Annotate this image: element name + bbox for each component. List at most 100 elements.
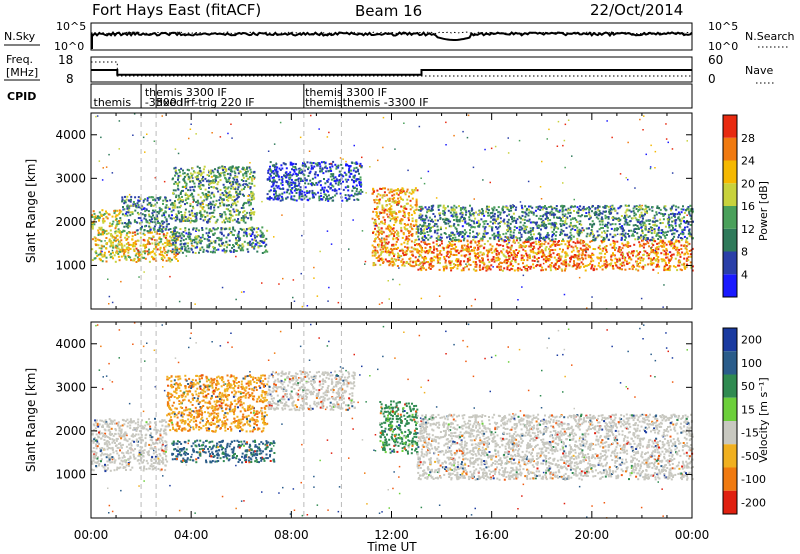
data-pixel: [208, 231, 210, 234]
data-pixel: [563, 205, 566, 208]
data-pixel: [400, 188, 403, 191]
data-pixel: [461, 225, 464, 228]
data-pixel: [210, 203, 212, 206]
data-pixel: [137, 213, 140, 216]
data-pixel: [621, 264, 623, 267]
data-pixel: [140, 227, 143, 230]
data-pixel: [468, 248, 470, 250]
data-pixel: [578, 266, 581, 269]
data-pixel: [144, 257, 147, 260]
data-pixel: [158, 222, 160, 224]
data-pixel: [185, 174, 188, 177]
data-pixel: [101, 255, 104, 258]
data-pixel: [513, 241, 516, 244]
data-pixel: [475, 232, 478, 235]
data-pixel: [382, 260, 385, 263]
data-pixel: [630, 258, 633, 261]
data-pixel: [545, 216, 548, 219]
data-pixel: [414, 239, 417, 242]
data-pixel: [108, 250, 110, 253]
data-pixel: [208, 180, 211, 183]
data-pixel: [112, 236, 115, 239]
data-pixel: [553, 232, 555, 235]
data-pixel: [461, 213, 464, 216]
data-pixel: [129, 248, 132, 250]
data-pixel: [309, 179, 312, 182]
data-pixel: [211, 251, 214, 254]
data-pixel: [110, 244, 113, 247]
data-pixel: [578, 262, 581, 265]
data-pixel: [148, 202, 151, 204]
data-pixel: [425, 216, 428, 219]
data-pixel: [278, 167, 281, 170]
data-pixel: [100, 228, 103, 231]
data-pixel: [207, 194, 210, 197]
data-pixel: [679, 255, 682, 258]
data-pixel: [637, 221, 640, 224]
data-pixel: [244, 214, 247, 217]
data-pixel: [400, 222, 403, 225]
data-pixel: [570, 224, 573, 227]
data-pixel: [418, 253, 421, 256]
data-pixel: [542, 213, 545, 216]
data-pixel: [378, 200, 381, 203]
data-pixel: [464, 220, 467, 223]
data-pixel: [536, 264, 539, 266]
data-pixel: [187, 197, 190, 200]
data-pixel: [352, 179, 355, 182]
data-pixel: [591, 225, 594, 228]
data-pixel: [164, 198, 167, 201]
data-pixel: [281, 179, 284, 182]
data-pixel: [181, 251, 184, 254]
data-pixel: [529, 267, 532, 270]
data-pixel: [680, 244, 683, 247]
data-pixel: [512, 239, 515, 242]
data-pixel: [142, 256, 145, 259]
data-pixel: [530, 244, 533, 247]
data-pixel: [602, 247, 605, 250]
data-pixel: [248, 182, 251, 185]
freq-panel: Freq. [MHz] 18 8 60 0 Nave: [4, 53, 776, 86]
data-pixel: [268, 190, 271, 193]
data-pixel: [196, 174, 199, 177]
data-pixel: [428, 216, 431, 219]
data-pixel: [358, 192, 361, 195]
data-pixel: [652, 220, 655, 223]
data-pixel: [235, 208, 238, 211]
data-pixel: [435, 256, 438, 259]
data-pixel: [335, 178, 338, 181]
data-pixel: [450, 225, 453, 228]
data-pixel: [341, 167, 344, 170]
data-pixel: [379, 187, 382, 190]
data-pixel: [377, 215, 380, 218]
data-pixel: [620, 227, 623, 230]
data-pixel: [214, 239, 217, 242]
data-pixel: [330, 173, 333, 176]
data-pixel: [429, 267, 432, 270]
data-pixel: [639, 262, 642, 264]
data-pixel: [433, 224, 436, 227]
data-pixel: [649, 260, 652, 263]
data-pixel: [298, 190, 301, 193]
data-pixel: [383, 191, 386, 194]
data-pixel: [525, 228, 528, 231]
data-pixel: [286, 196, 289, 199]
data-pixel: [519, 267, 522, 270]
data-pixel: [575, 267, 578, 270]
data-pixel: [471, 249, 473, 252]
data-pixel: [547, 242, 550, 245]
data-pixel: [554, 243, 557, 246]
data-pixel: [557, 227, 560, 230]
data-pixel: [449, 211, 452, 214]
data-pixel: [195, 235, 197, 238]
data-pixel: [451, 209, 454, 212]
data-pixel: [574, 242, 577, 245]
data-pixel: [373, 208, 376, 210]
data-pixel: [537, 241, 540, 244]
data-pixel: [380, 227, 383, 230]
data-pixel: [490, 248, 493, 251]
freq-trace: [91, 61, 692, 77]
data-pixel: [581, 227, 584, 230]
data-pixel: [163, 246, 165, 249]
data-pixel: [586, 243, 589, 246]
